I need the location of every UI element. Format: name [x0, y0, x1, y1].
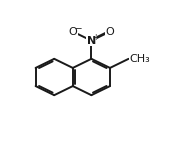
Text: O: O [106, 27, 114, 36]
Text: O: O [68, 27, 77, 36]
Text: CH₃: CH₃ [129, 54, 150, 64]
Text: N: N [87, 36, 96, 46]
Text: −: − [74, 24, 82, 33]
Text: +: + [92, 33, 99, 42]
